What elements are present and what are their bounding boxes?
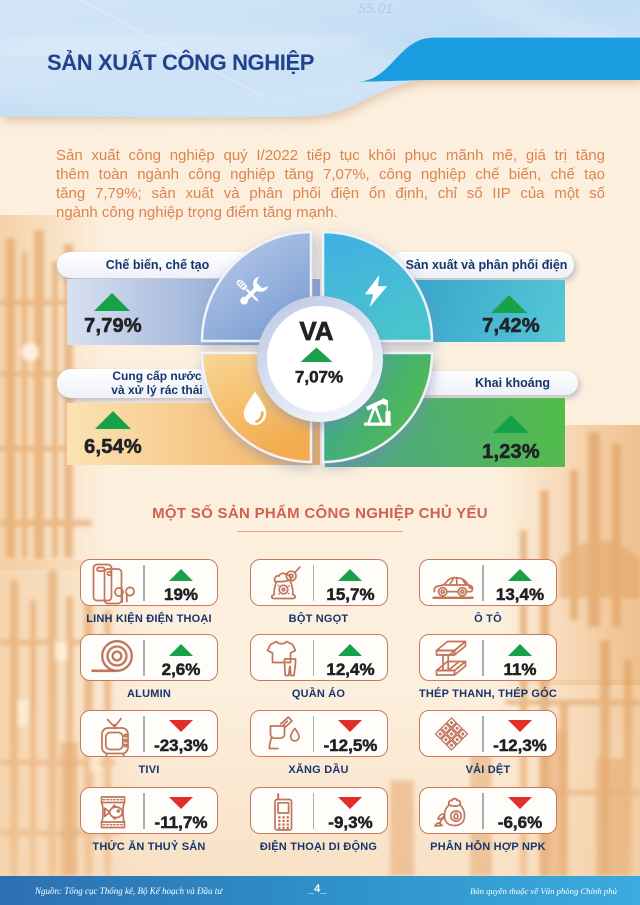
svg-text:VA: VA [299,316,333,346]
svg-text:55.01: 55.01 [358,0,393,16]
svg-text:7,07%: 7,07% [295,368,343,387]
